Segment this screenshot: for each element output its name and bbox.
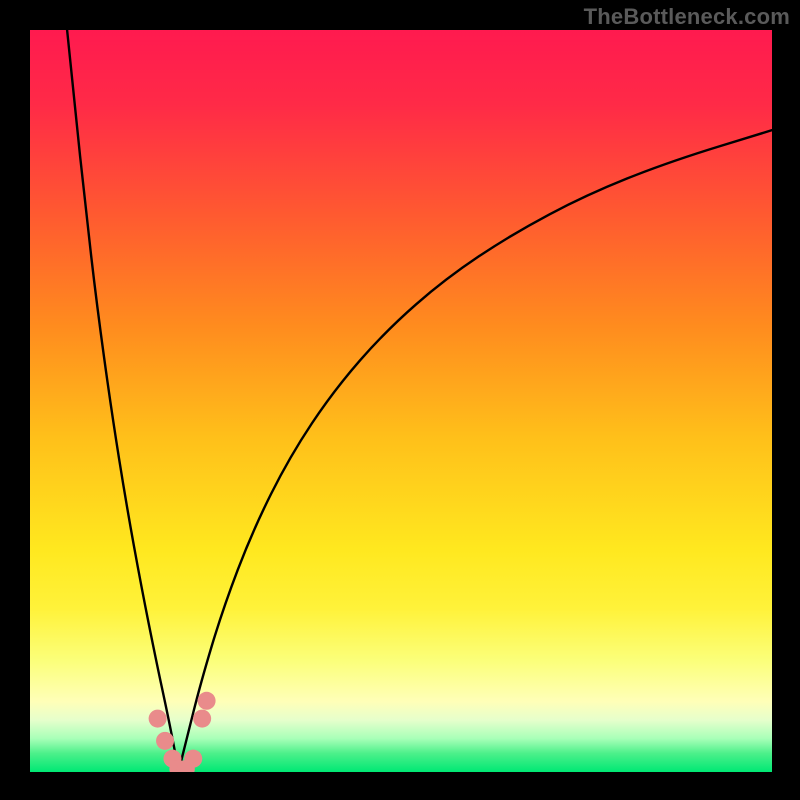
marker-point xyxy=(149,710,167,728)
marker-point xyxy=(184,750,202,768)
plot-area xyxy=(30,30,772,772)
chart-frame: TheBottleneck.com xyxy=(0,0,800,800)
bottleneck-chart xyxy=(30,30,772,772)
gradient-background xyxy=(30,30,772,772)
marker-point xyxy=(198,692,216,710)
marker-point xyxy=(193,710,211,728)
marker-point xyxy=(156,732,174,750)
watermark-text: TheBottleneck.com xyxy=(584,4,790,30)
